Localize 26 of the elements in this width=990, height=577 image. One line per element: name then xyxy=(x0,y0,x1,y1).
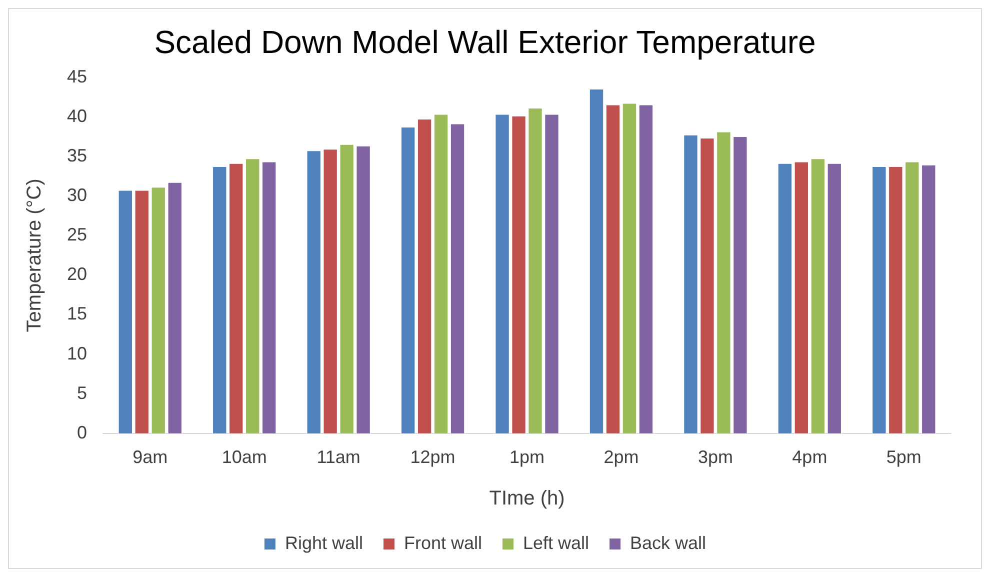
y-tick-label: 30 xyxy=(66,185,88,206)
y-tick-label: 45 xyxy=(66,66,88,86)
y-tick-label: 35 xyxy=(66,145,88,166)
y-tick-label: 0 xyxy=(77,422,88,442)
y-tick-label: 5 xyxy=(77,382,88,403)
x-tick-label: 10am xyxy=(222,447,267,468)
x-tick-label: 12pm xyxy=(410,447,456,468)
x-tick-label: 2pm xyxy=(604,447,639,468)
y-axis-title: Temperature (°C) xyxy=(24,178,46,332)
legend-label: Right wall xyxy=(284,532,363,553)
x-tick-label: 4pm xyxy=(792,447,828,468)
x-tick-label: 1pm xyxy=(510,447,545,468)
legend-label: Back wall xyxy=(630,532,706,553)
x-tick-label: 5pm xyxy=(886,447,922,468)
legend-label: Front wall xyxy=(404,532,482,553)
x-axis-title: TIme (h) xyxy=(489,488,565,510)
legend-label: Left wall xyxy=(522,532,590,553)
y-tick-label: 25 xyxy=(66,224,88,245)
y-tick-label: 20 xyxy=(66,264,88,284)
y-tick-label: 10 xyxy=(66,343,88,364)
x-tick-label: 3pm xyxy=(698,447,733,468)
x-tick-label: 11am xyxy=(316,447,360,468)
y-tick-label: 40 xyxy=(66,106,88,126)
chart-title: Scaled Down Model Wall Exterior Temperature xyxy=(154,24,816,60)
y-tick-label: 15 xyxy=(66,304,88,324)
x-tick-label: 9am xyxy=(132,447,168,468)
